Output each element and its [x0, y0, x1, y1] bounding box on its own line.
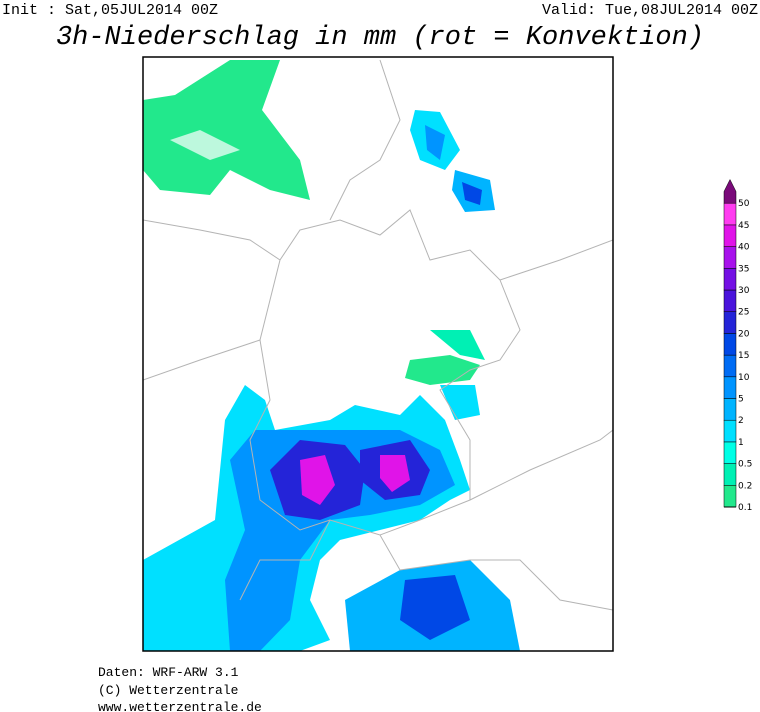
precip-area [462, 182, 482, 205]
map-title: 3h-Niederschlag in mm (rot = Konvektion) [56, 23, 704, 53]
colorbar-segment [723, 354, 737, 378]
colorbar-segment [723, 398, 737, 421]
colorbar-label: 20 [738, 329, 750, 339]
map [142, 56, 614, 652]
colorbar-segment [723, 202, 737, 226]
colorbar-segment [723, 246, 737, 269]
valid-time: Valid: Tue,08JUL2014 00Z [542, 2, 758, 19]
colorbar-label: 0.5 [738, 460, 752, 470]
colorbar-label: 2 [738, 416, 744, 426]
init-time: Init : Sat,05JUL2014 00Z [2, 2, 218, 19]
colorbar-label: 35 [738, 264, 749, 274]
colorbar-segment [723, 376, 737, 399]
colorbar-label: 30 [738, 286, 750, 296]
colorbar-label: 0.2 [738, 481, 752, 491]
precip-core [380, 455, 410, 492]
colorbar-segment [723, 224, 737, 247]
country-border [143, 59, 613, 611]
colorbar-segment [723, 289, 737, 312]
colorbar-label: 1 [738, 438, 744, 448]
precip-area [405, 355, 480, 385]
colorbar-label: 40 [738, 243, 750, 253]
colorbar-label: 25 [738, 308, 749, 318]
precip-area [440, 385, 480, 420]
footer-url: www.wetterzentrale.de [98, 700, 262, 712]
colorbar-segment [723, 463, 737, 486]
colorbar-segment [723, 485, 737, 508]
colorbar-label: 15 [738, 351, 749, 361]
precip-gap [170, 130, 240, 160]
colorbar-label: 10 [738, 373, 750, 383]
colorbar-label: 5 [738, 395, 744, 405]
precip-area [400, 575, 470, 640]
colorbar-segment [723, 311, 737, 334]
colorbar-segment [723, 419, 737, 443]
country-border [249, 209, 521, 536]
precip-area [425, 125, 445, 160]
colorbar-label: 45 [738, 221, 749, 231]
footer-source: Daten: WRF-ARW 3.1 [98, 665, 239, 680]
colorbar-cap [723, 178, 737, 204]
colorbar-label: 0.1 [738, 503, 752, 513]
precip-core [300, 455, 335, 505]
colorbar-segment [723, 441, 737, 464]
map-frame [142, 56, 614, 652]
colorbar-segment [723, 268, 737, 291]
colorbar-label: 50 [738, 199, 750, 209]
colorbar-segment [723, 333, 737, 356]
precip-area [430, 330, 485, 360]
precip-area [143, 60, 310, 200]
footer-copyright: (C) Wetterzentrale [98, 683, 238, 698]
